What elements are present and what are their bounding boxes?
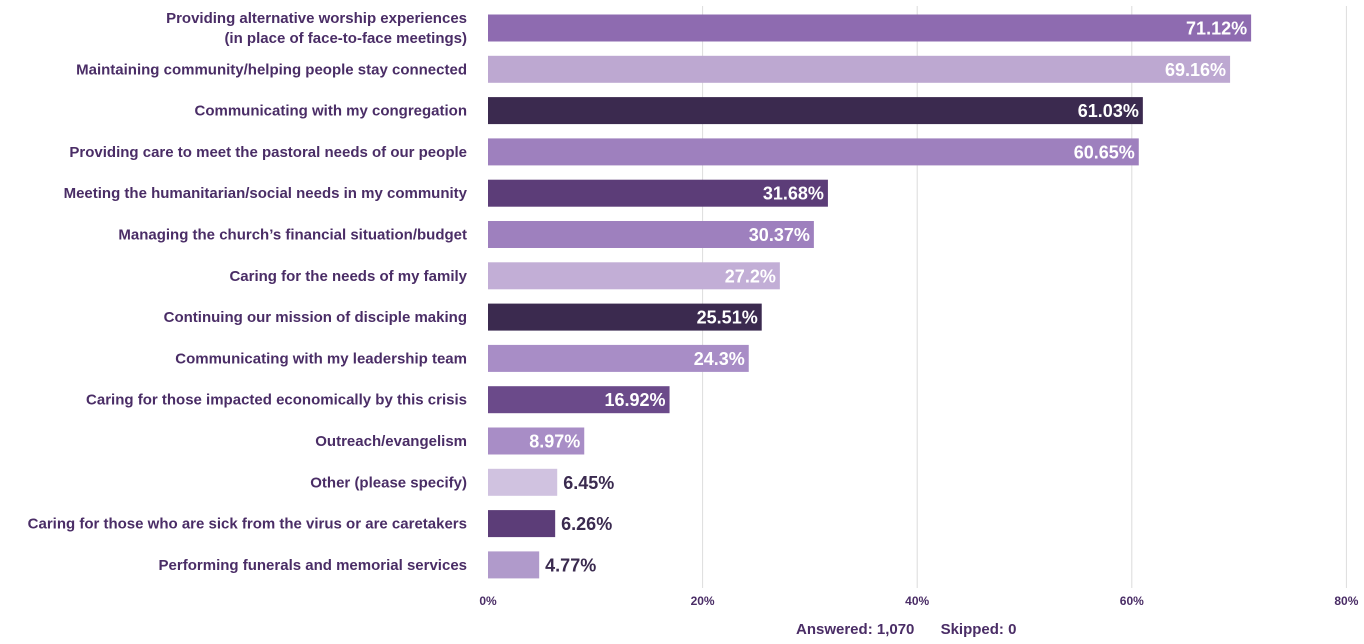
x-tick-label-20: 20% xyxy=(691,594,715,608)
x-tick-label-0: 0% xyxy=(479,594,497,608)
category-label-9: Caring for those impacted economically b… xyxy=(86,392,467,409)
skipped-count: Skipped: 0 xyxy=(940,621,1017,638)
value-label-6: 27.2% xyxy=(725,266,776,286)
value-label-4: 31.68% xyxy=(763,184,824,204)
bar-11 xyxy=(488,468,558,496)
bar-3 xyxy=(488,138,1139,166)
category-label-11: Other (please specify) xyxy=(310,474,467,491)
category-label-8: Communicating with my leadership team xyxy=(175,350,467,367)
bar-10 xyxy=(488,427,585,455)
x-tick-label-40: 40% xyxy=(905,594,929,608)
bar-0 xyxy=(488,14,1252,42)
category-label-1: Maintaining community/helping people sta… xyxy=(76,61,467,78)
category-label-3: Providing care to meet the pastoral need… xyxy=(69,144,467,161)
bar-6 xyxy=(488,262,780,290)
value-label-2: 61.03% xyxy=(1078,101,1139,121)
category-label-6: Caring for the needs of my family xyxy=(229,268,467,285)
value-label-0: 71.12% xyxy=(1186,19,1247,39)
x-tick-label-80: 80% xyxy=(1334,594,1358,608)
value-label-13: 4.77% xyxy=(545,555,596,575)
category-label-4: Meeting the humanitarian/social needs in… xyxy=(64,185,468,202)
category-label-0: Providing alternative worship experience… xyxy=(166,10,467,47)
bar-4 xyxy=(488,179,828,207)
value-label-10: 8.97% xyxy=(529,432,580,452)
answered-count: Answered: 1,070 xyxy=(796,621,915,638)
value-label-9: 16.92% xyxy=(604,390,665,410)
response-summary: Answered: 1,070 Skipped: 0 xyxy=(796,621,1038,638)
bar-12 xyxy=(488,510,556,538)
bar-9 xyxy=(488,386,670,414)
category-label-5: Managing the church’s financial situatio… xyxy=(118,227,467,244)
bar-8 xyxy=(488,344,749,372)
bar-13 xyxy=(488,551,540,579)
value-label-5: 30.37% xyxy=(749,225,810,245)
category-label-2: Communicating with my congregation xyxy=(194,103,467,120)
value-label-3: 60.65% xyxy=(1074,142,1135,162)
category-label-7: Continuing our mission of disciple makin… xyxy=(164,309,467,326)
bar-7 xyxy=(488,303,762,331)
category-label-12: Caring for those who are sick from the v… xyxy=(28,516,467,533)
bar-1 xyxy=(488,55,1231,83)
value-label-11: 6.45% xyxy=(563,473,614,493)
bar-2 xyxy=(488,97,1143,125)
value-label-8: 24.3% xyxy=(694,349,745,369)
x-tick-label-60: 60% xyxy=(1120,594,1144,608)
bar-5 xyxy=(488,221,814,248)
category-label-13: Performing funerals and memorial service… xyxy=(159,557,467,574)
value-label-7: 25.51% xyxy=(697,308,758,328)
category-label-10: Outreach/evangelism xyxy=(315,433,467,450)
value-label-1: 69.16% xyxy=(1165,60,1226,80)
value-label-12: 6.26% xyxy=(561,514,612,534)
